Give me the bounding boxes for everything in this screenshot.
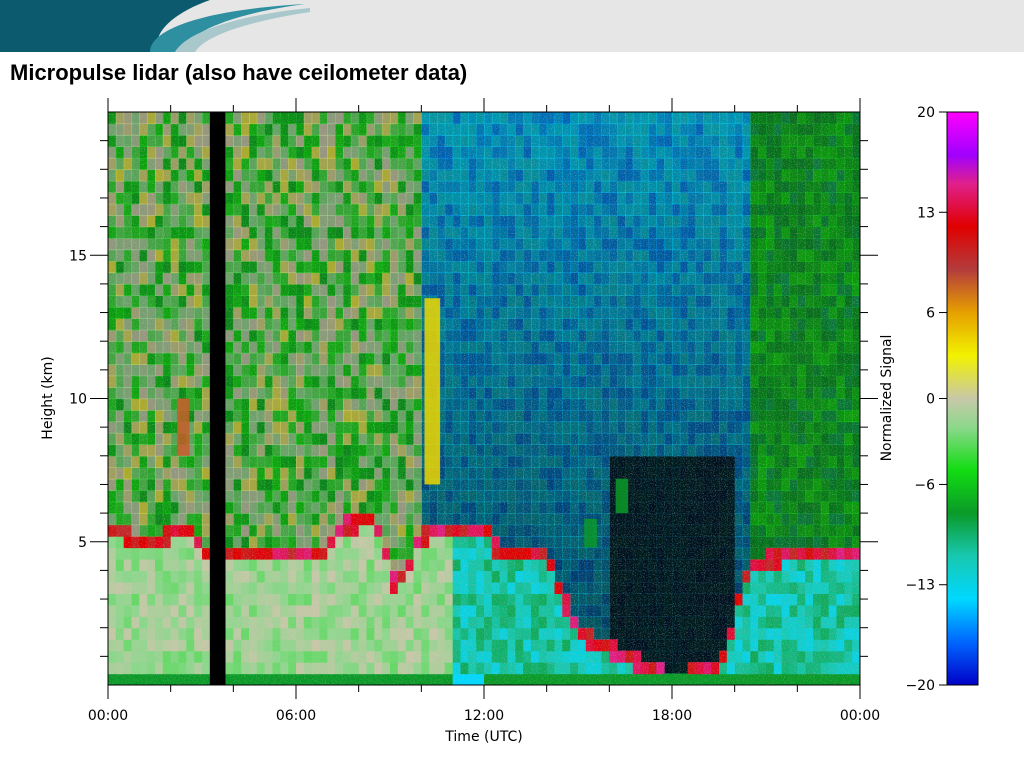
colorbar-tick-label: −13 xyxy=(905,578,935,594)
noise-speckle-overlay xyxy=(108,112,860,685)
y-tick-label: 10 xyxy=(69,392,87,408)
x-axis-title: Time (UTC) xyxy=(444,729,522,745)
plot-area xyxy=(108,112,860,685)
slide-title: Micropulse lidar (also have ceilometer d… xyxy=(10,60,468,85)
colorbar: 20 13 6 0 −6 −13 −20 Normalized Signal xyxy=(879,105,979,694)
colorbar-tick-label: 0 xyxy=(926,392,935,408)
colorbar-tick-label: 6 xyxy=(926,306,935,322)
y-tick-label: 15 xyxy=(69,248,87,264)
banner-swoosh-light xyxy=(175,8,310,52)
x-tick-label: 12:00 xyxy=(464,708,504,724)
heatmap-feature xyxy=(615,478,629,514)
heatmap-feature xyxy=(424,298,441,485)
header-banner xyxy=(0,0,1024,52)
colorbar-tick-label: −20 xyxy=(905,678,935,694)
colorbar-tick-label: −6 xyxy=(914,477,935,493)
lidar-figure: 00:00 06:00 12:00 18:00 00:00 5 10 15 Time (UT… xyxy=(40,98,979,745)
x-tick-label: 18:00 xyxy=(652,708,692,724)
heatmap-feature xyxy=(176,398,190,456)
heatmap-features xyxy=(176,298,629,548)
x-tick-label: 06:00 xyxy=(276,708,316,724)
colorbar-tick-label: 13 xyxy=(917,205,935,221)
y-axis-title: Height (km) xyxy=(40,356,56,439)
colorbar-label: Normalized Signal xyxy=(879,335,895,462)
x-axis: 00:00 06:00 12:00 18:00 00:00 xyxy=(88,98,880,724)
colorbar-ticks: 20 13 6 0 −6 −13 −20 xyxy=(905,105,947,694)
x-tick-label: 00:00 xyxy=(840,708,880,724)
data-dropout xyxy=(209,112,226,685)
colorbar-tick-label: 20 xyxy=(917,105,935,121)
y-tick-label: 5 xyxy=(78,535,87,551)
data-dropouts xyxy=(209,112,226,685)
heatmap-feature xyxy=(584,518,597,548)
colorbar-ramp xyxy=(947,112,978,685)
x-tick-label: 00:00 xyxy=(88,708,128,724)
y-axis: 5 10 15 xyxy=(69,140,878,657)
